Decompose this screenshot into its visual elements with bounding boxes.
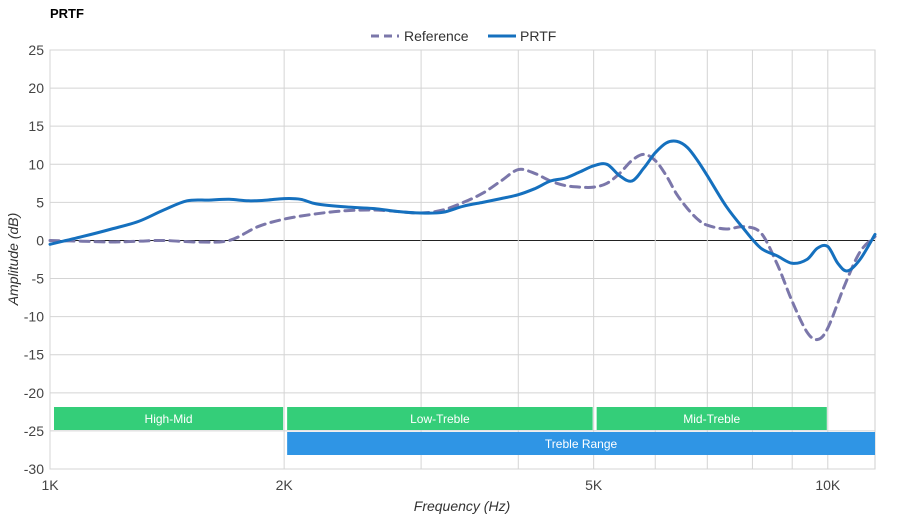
y-tick-label: 25 <box>28 42 44 58</box>
series-line-reference <box>48 152 877 342</box>
y-tick-label: -15 <box>24 347 44 363</box>
plot-border <box>49 49 876 470</box>
frequency-bands: High-Mid Low-Treble Mid-Treble Treble Range <box>54 407 875 455</box>
band-label: High-Mid <box>145 412 193 426</box>
band-label: Treble Range <box>545 437 618 451</box>
y-tick-label: 5 <box>36 194 44 210</box>
y-tick-label: 0 <box>36 232 44 248</box>
y-tick-label: 10 <box>28 156 44 172</box>
band-low-treble <box>287 407 593 430</box>
x-tick-label: 1K <box>41 477 59 493</box>
y-axis-label: Amplitude (dB) <box>5 213 21 307</box>
band-treble-range <box>287 432 875 455</box>
band-high-mid <box>54 407 284 430</box>
y-tick-label: -25 <box>24 423 44 439</box>
legend: Reference PRTF <box>371 28 556 44</box>
y-tick-label: 20 <box>28 80 44 96</box>
band-label: Low-Treble <box>410 412 470 426</box>
band-mid-treble <box>596 407 827 430</box>
series-line-prtf <box>48 139 877 273</box>
y-tick-label: -10 <box>24 309 44 325</box>
y-tick-label: 15 <box>28 118 44 134</box>
x-tick-label: 5K <box>585 477 603 493</box>
data-series <box>48 139 877 342</box>
x-tick-label: 10K <box>815 477 841 493</box>
chart-title: PRTF <box>50 6 84 21</box>
x-tick-label: 2K <box>276 477 294 493</box>
x-axis-label: Frequency (Hz) <box>414 498 510 514</box>
legend-label-prtf: PRTF <box>520 28 556 44</box>
y-tick-label: -30 <box>24 461 44 477</box>
grid <box>49 49 876 470</box>
legend-label-reference: Reference <box>404 28 469 44</box>
y-tick-label: -5 <box>32 271 45 287</box>
y-tick-label: -20 <box>24 385 44 401</box>
band-label: Mid-Treble <box>683 412 740 426</box>
